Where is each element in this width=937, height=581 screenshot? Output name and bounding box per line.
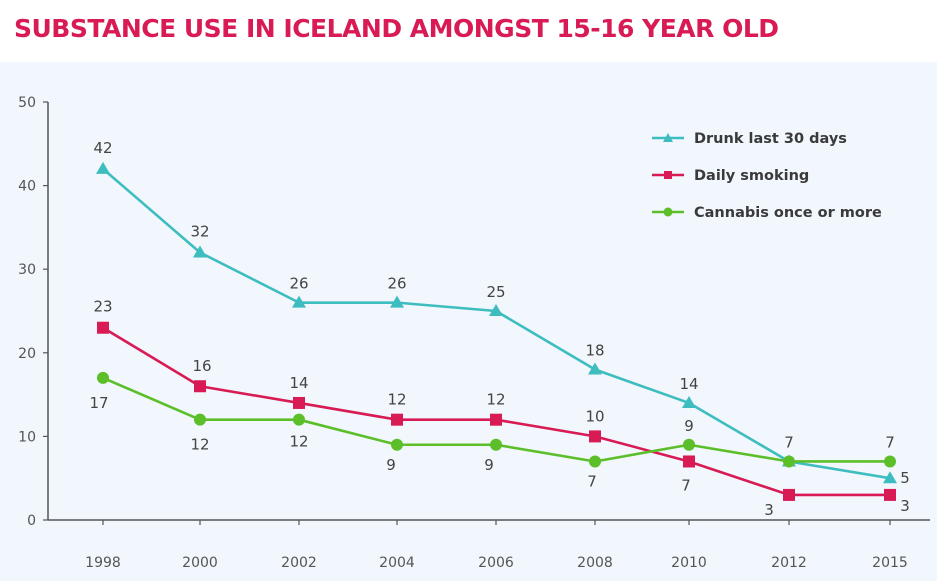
x-tick-label: 2010: [671, 555, 707, 571]
data-label: 16: [192, 357, 211, 375]
data-label: 7: [681, 476, 691, 494]
circle-marker: [589, 455, 601, 468]
circle-marker: [884, 455, 896, 468]
data-label: 7: [587, 472, 597, 490]
data-label: 14: [679, 375, 698, 393]
square-marker: [884, 488, 896, 501]
data-label: 3: [764, 501, 774, 519]
square-marker: [683, 455, 695, 468]
y-tick-label: 40: [18, 179, 36, 195]
circle-marker: [783, 455, 795, 468]
square-marker: [194, 380, 206, 393]
chart-title: SUBSTANCE USE IN ICELAND AMONGST 15-16 Y…: [14, 14, 779, 43]
x-tick-label: 2004: [379, 555, 415, 571]
data-label: 12: [387, 391, 406, 409]
data-label: 10: [585, 407, 604, 425]
legend-label: Cannabis once or more: [694, 205, 882, 221]
data-label: 23: [93, 298, 112, 316]
square-marker: [391, 413, 403, 426]
square-marker: [293, 396, 305, 409]
triangle-marker: [489, 304, 503, 316]
triangle-marker: [96, 161, 110, 174]
circle-marker: [293, 413, 305, 426]
triangle-marker: [682, 395, 696, 408]
legend-circle-icon: [663, 207, 673, 217]
data-label: 9: [386, 456, 396, 474]
x-tick-label: 2008: [577, 555, 613, 571]
x-tick-label: 1998: [85, 555, 121, 571]
x-tick-label: 2002: [281, 555, 317, 571]
x-tick-label: 2000: [182, 555, 218, 571]
legend-label: Daily smoking: [694, 168, 809, 184]
data-label: 12: [486, 391, 505, 409]
triangle-marker: [292, 295, 306, 308]
square-marker: [589, 430, 601, 443]
y-tick-label: 50: [18, 95, 36, 111]
data-label: 12: [289, 433, 308, 451]
circle-marker: [683, 438, 695, 451]
y-tick-label: 0: [27, 513, 36, 529]
triangle-marker: [883, 471, 897, 484]
series-line-2: [102, 326, 890, 497]
triangle-marker: [390, 295, 404, 308]
data-label: 18: [585, 342, 604, 360]
data-label: 42: [93, 139, 112, 157]
x-tick-label: 2012: [771, 555, 807, 571]
circle-marker: [490, 438, 502, 451]
data-label: 9: [484, 456, 494, 474]
circle-marker: [391, 438, 403, 451]
square-marker: [97, 321, 109, 334]
square-marker: [490, 413, 502, 426]
data-label: 17: [89, 394, 108, 412]
x-tick-label: 2006: [478, 555, 514, 571]
square-marker: [783, 488, 795, 501]
y-tick-label: 30: [18, 262, 36, 278]
circle-marker: [194, 413, 206, 426]
data-label: 7: [784, 433, 794, 451]
y-tick-label: 20: [18, 346, 36, 362]
data-label: 5: [900, 469, 910, 487]
data-label: 25: [486, 283, 505, 301]
data-label: 26: [387, 275, 406, 293]
legend-square-icon: [664, 171, 672, 179]
data-label: 9: [684, 417, 694, 435]
x-tick-label: 2015: [872, 555, 908, 571]
data-label: 26: [289, 275, 308, 293]
y-tick-label: 10: [18, 429, 36, 445]
legend-label: Drunk last 30 days: [694, 131, 847, 147]
data-label: 12: [190, 436, 209, 454]
data-label: 3: [900, 497, 910, 515]
circle-marker: [97, 371, 109, 384]
triangle-marker: [588, 362, 602, 375]
data-label: 32: [190, 222, 209, 240]
data-label: 14: [289, 374, 308, 392]
data-label: 7: [885, 433, 895, 451]
plot-background: [0, 62, 937, 581]
legend-triangle-icon: [663, 133, 673, 142]
triangle-marker: [193, 245, 207, 258]
